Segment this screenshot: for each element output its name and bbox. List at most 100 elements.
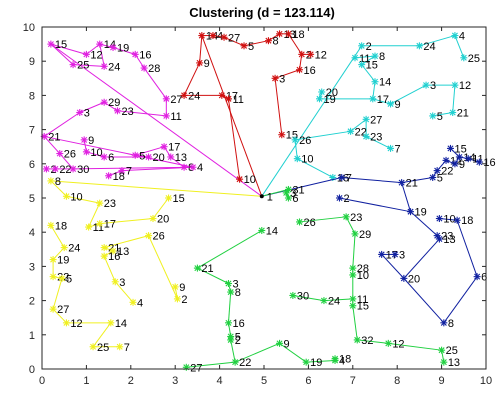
data-point <box>258 226 266 234</box>
route-edge <box>243 40 269 47</box>
point-label: 23 <box>441 231 453 243</box>
x-tick-label: 6 <box>305 375 311 387</box>
data-point <box>107 319 115 327</box>
data-point <box>145 232 153 240</box>
point-label: 13 <box>443 234 455 246</box>
data-point <box>96 40 104 48</box>
point-label: 10 <box>90 147 102 159</box>
route-edge <box>152 197 169 219</box>
data-point <box>353 336 361 344</box>
point-label: 21 <box>201 263 213 275</box>
data-point <box>400 274 408 282</box>
data-point <box>51 165 59 173</box>
point-label: 4 <box>459 31 465 43</box>
data-point <box>140 64 148 72</box>
point-label: 3 <box>279 73 285 85</box>
point-label: 14 <box>379 77 391 89</box>
x-tick-label: 10 <box>480 375 492 387</box>
route-edge <box>99 218 154 225</box>
data-point <box>276 339 284 347</box>
point-label: 3 <box>399 249 405 261</box>
y-tick-label: 3 <box>29 261 35 273</box>
point-label: 24 <box>188 90 200 102</box>
y-tick-label: 4 <box>29 227 35 239</box>
data-point <box>429 112 437 120</box>
point-label: 4 <box>197 162 203 174</box>
point-label: 21 <box>48 131 60 143</box>
point-label: 8 <box>379 51 385 63</box>
route-edge <box>390 84 427 105</box>
route-edge <box>381 254 405 279</box>
data-point <box>49 305 57 313</box>
point-label: 25 <box>446 345 458 357</box>
point-label: 5 <box>248 41 254 53</box>
data-point <box>453 216 461 224</box>
data-point <box>449 109 457 116</box>
route-edge <box>199 35 203 63</box>
data-point <box>362 115 370 123</box>
data-point <box>298 50 306 58</box>
point-label: 19 <box>117 43 129 55</box>
x-tick-label: 3 <box>172 375 178 387</box>
data-point <box>180 91 188 99</box>
route-edge <box>323 298 353 302</box>
data-point <box>149 215 157 223</box>
point-label: 10 <box>443 214 455 226</box>
point-label: 10 <box>244 174 256 186</box>
data-point <box>182 363 190 371</box>
y-tick-label: 10 <box>23 22 35 34</box>
data-point <box>236 175 244 183</box>
point-label: 9 <box>459 159 465 171</box>
data-point <box>464 155 472 163</box>
data-point <box>442 156 450 164</box>
route-edge <box>44 135 194 168</box>
route-edge <box>143 67 167 100</box>
data-point <box>173 295 181 303</box>
route-edge <box>186 361 236 368</box>
point-label: 16 <box>139 49 151 61</box>
depot: 1 <box>259 191 273 203</box>
point-label: 17 <box>377 94 389 106</box>
point-label: 8 <box>235 287 241 299</box>
route-edge <box>114 281 134 303</box>
route-edge <box>52 278 63 310</box>
route-edge <box>50 225 65 248</box>
point-label: 24 <box>328 296 340 308</box>
depot-edge <box>261 45 363 197</box>
data-point <box>47 177 55 185</box>
point-label: 18 <box>113 171 125 183</box>
data-point <box>109 44 117 52</box>
data-point <box>391 250 399 258</box>
point-label: 4 <box>339 355 345 367</box>
point-label: 24 <box>108 61 120 73</box>
point-label: 16 <box>483 157 495 169</box>
route-edge <box>288 33 303 55</box>
data-point <box>440 358 448 366</box>
point-label: 21 <box>406 178 418 190</box>
x-tick-label: 8 <box>394 375 400 387</box>
route-edge <box>410 211 438 236</box>
data-point <box>342 213 350 221</box>
data-point <box>349 271 357 279</box>
data-point <box>271 74 279 82</box>
point-label: 30 <box>77 164 89 176</box>
point-label: 29 <box>108 97 120 109</box>
route-edge <box>230 339 236 363</box>
data-point <box>291 136 299 144</box>
route-edge <box>401 182 411 212</box>
point-label: 12 <box>392 338 404 350</box>
point-label: 2 <box>366 41 372 53</box>
data-point <box>218 91 226 99</box>
data-point <box>193 264 201 272</box>
point-label: 2 <box>181 294 187 306</box>
point-label: 3 <box>119 277 125 289</box>
depot-edge <box>50 180 262 197</box>
data-point <box>76 109 84 116</box>
point-label: 2 <box>343 193 349 205</box>
data-point <box>111 278 119 286</box>
data-point <box>100 98 108 106</box>
cluster-4: 72121910181291411162251523131732068 <box>261 143 496 330</box>
data-point <box>351 230 359 238</box>
point-label: 22 <box>59 164 71 176</box>
data-point <box>369 95 377 103</box>
